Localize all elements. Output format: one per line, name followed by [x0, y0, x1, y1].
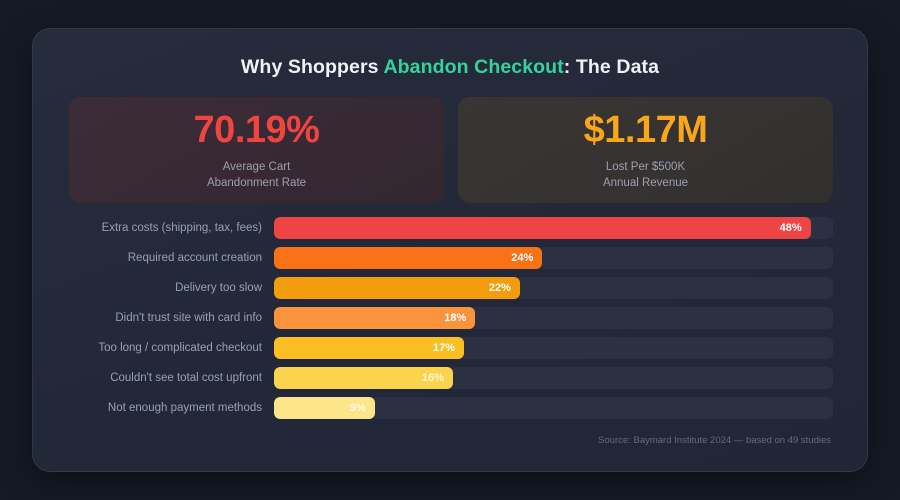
bar-row: Delivery too slow 22%	[69, 277, 833, 299]
source-note: Source: Baymard Institute 2024 — based o…	[598, 435, 831, 446]
stat-value: $1.17M	[583, 109, 708, 152]
bar-fill: 18%	[274, 307, 476, 329]
bar-track: 16%	[274, 367, 833, 389]
stat-label-line1: Average Cart	[222, 161, 291, 174]
bar-row: Required account creation 24%	[69, 247, 833, 269]
bar-fill: 24%	[274, 247, 543, 269]
stat-value: 70.19%	[193, 109, 320, 152]
bar-fill: 22%	[274, 277, 520, 299]
bar-fill: 9%	[274, 397, 375, 419]
bar-track: 9%	[274, 397, 833, 419]
bar-row: Couldn't see total cost upfront 16%	[69, 367, 833, 389]
bar-value-label: 17%	[433, 342, 456, 354]
stat-card-revenue-lost: $1.17M Lost Per $500K Annual Revenue	[458, 97, 833, 203]
bar-value-label: 24%	[511, 252, 534, 264]
bar-value-label: 18%	[444, 312, 467, 324]
title-accent: Abandon Checkout	[383, 56, 564, 78]
bar-fill: 17%	[274, 337, 465, 359]
bar-row: Too long / complicated checkout 17%	[69, 337, 833, 359]
stat-label-line1: Lost Per $500K	[605, 161, 686, 174]
bar-row: Not enough payment methods 9%	[69, 397, 833, 419]
bar-category-label: Required account creation	[127, 252, 262, 264]
bar-category-label: Didn't trust site with card info	[115, 312, 262, 324]
stat-card-row: 70.19% Average Cart Abandonment Rate $1.…	[69, 97, 833, 203]
bar-category-label: Delivery too slow	[175, 282, 262, 294]
bar-category-label: Too long / complicated checkout	[98, 342, 262, 354]
stat-card-abandonment-rate: 70.19% Average Cart Abandonment Rate	[69, 97, 444, 203]
bar-track: 48%	[274, 217, 833, 239]
stat-label-line2: Annual Revenue	[602, 176, 689, 189]
stat-label: Lost Per $500K Annual Revenue	[603, 160, 688, 191]
bar-category-label: Not enough payment methods	[107, 402, 262, 414]
title-prefix: Why Shoppers	[240, 56, 384, 78]
bar-row: Extra costs (shipping, tax, fees) 48%	[69, 217, 833, 239]
abandonment-reasons-bar-chart: Extra costs (shipping, tax, fees) 48% Requ…	[69, 217, 833, 419]
main-panel: Why Shoppers Abandon Checkout: The Data …	[32, 28, 868, 472]
page-title: Why Shoppers Abandon Checkout: The Data	[33, 56, 867, 79]
bar-fill: 16%	[274, 367, 453, 389]
bar-row: Didn't trust site with card info 18%	[69, 307, 833, 329]
bar-value-label: 48%	[779, 222, 802, 234]
title-suffix: : The Data	[563, 56, 660, 78]
bar-track: 24%	[274, 247, 833, 269]
bar-value-label: 16%	[421, 372, 444, 384]
bar-fill: 48%	[274, 217, 811, 239]
bar-track: 17%	[274, 337, 833, 359]
bar-category-label: Extra costs (shipping, tax, fees)	[101, 222, 262, 234]
bar-value-label: 9%	[349, 402, 366, 414]
bar-track: 18%	[274, 307, 833, 329]
stat-label: Average Cart Abandonment Rate	[207, 160, 306, 191]
bar-value-label: 22%	[488, 282, 511, 294]
bar-category-label: Couldn't see total cost upfront	[110, 372, 262, 384]
bar-track: 22%	[274, 277, 833, 299]
stat-label-line2: Abandonment Rate	[206, 176, 307, 189]
